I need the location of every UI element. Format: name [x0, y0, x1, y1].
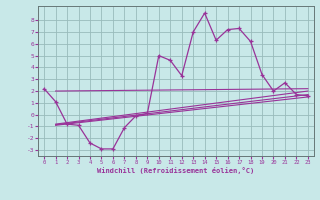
X-axis label: Windchill (Refroidissement éolien,°C): Windchill (Refroidissement éolien,°C) [97, 167, 255, 174]
